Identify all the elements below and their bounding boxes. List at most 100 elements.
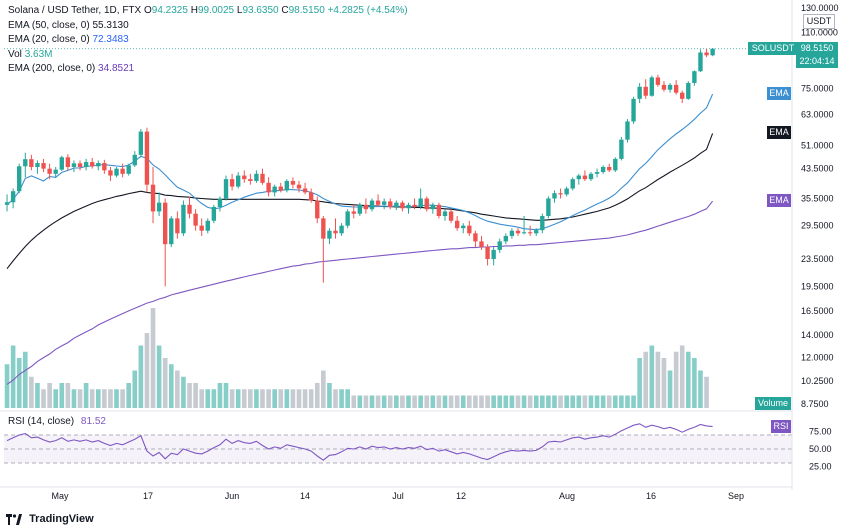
rsi-line xyxy=(6,423,713,461)
volume-bar xyxy=(254,389,259,408)
volume-bar xyxy=(95,389,101,408)
high-label: H xyxy=(190,5,198,16)
candle-body xyxy=(582,175,588,180)
candle-body xyxy=(59,157,64,170)
volume-bar xyxy=(558,395,563,408)
candle-body xyxy=(704,52,709,56)
time-tick-label: 17 xyxy=(143,491,153,501)
volume-bar xyxy=(387,395,393,408)
candle-body xyxy=(302,188,308,193)
price-tick-label: 10.2500 xyxy=(801,376,834,386)
volume-bar xyxy=(156,345,162,408)
volume-bar xyxy=(400,395,405,408)
vol-label: Vol xyxy=(8,48,22,60)
candle-body xyxy=(47,168,52,174)
volume-bar xyxy=(619,395,624,408)
volume-bars xyxy=(4,308,709,408)
volume-bar xyxy=(22,351,28,408)
legend-ema20-row: EMA (20, close, 0) 72.3483 xyxy=(8,33,408,48)
ema20-value: 72.3483 xyxy=(92,34,129,45)
candle-body xyxy=(163,202,168,245)
volume-bar xyxy=(120,389,125,408)
ema200-line xyxy=(6,200,714,385)
volume-bar xyxy=(406,395,411,408)
candle-body xyxy=(254,173,259,181)
axes: 130.0000 110.0000 75.0000 63.0000 51.0000 43.… xyxy=(0,0,839,501)
legend-ema200-row: EMA (200, close, 0) 34.8521 xyxy=(8,62,408,77)
currency-button[interactable]: USDT xyxy=(803,14,835,29)
volume-bar xyxy=(260,389,265,408)
candle-body xyxy=(473,233,478,242)
candle-body xyxy=(503,235,509,242)
volume-bar xyxy=(150,308,156,408)
volume-bar xyxy=(594,395,600,408)
candle-body xyxy=(229,179,235,187)
volume-bar xyxy=(83,383,89,408)
price-tick-label: 63.0000 xyxy=(801,109,834,119)
ema-lines xyxy=(6,93,714,385)
candle-body xyxy=(169,218,174,245)
candle-body xyxy=(187,204,192,214)
volume-bar xyxy=(631,395,636,408)
volume-bar xyxy=(266,389,271,408)
candle-body xyxy=(53,169,58,174)
candle-body xyxy=(692,71,697,83)
rsi-legend: RSI (14, close) 81.52 xyxy=(8,416,106,427)
candle-body xyxy=(436,204,442,217)
open-label: O xyxy=(144,5,152,16)
close-value: 98.5150 xyxy=(288,5,325,16)
low-label: L xyxy=(236,5,243,16)
candle-body xyxy=(4,202,10,205)
volume-bar xyxy=(661,358,667,408)
candle-body xyxy=(333,230,338,234)
volume-bar xyxy=(448,395,454,408)
candle-body xyxy=(631,98,636,122)
volume-bar xyxy=(503,395,509,408)
candle-body xyxy=(686,82,691,99)
candle-body xyxy=(430,204,436,210)
volume-bar xyxy=(296,389,302,408)
candle-body xyxy=(564,188,569,195)
candle-body xyxy=(485,247,490,260)
volume-bar xyxy=(211,389,217,408)
price-tick-label: 35.5000 xyxy=(801,193,834,203)
ema50-value: 55.3130 xyxy=(92,19,129,31)
candle-body xyxy=(479,241,484,248)
brand-footer[interactable]: TradingView xyxy=(6,513,94,525)
rsi-label: RSI (14, close) xyxy=(8,416,75,427)
candle-body xyxy=(150,184,156,212)
candle-body xyxy=(345,211,350,226)
price-tick-label: 51.0000 xyxy=(801,140,834,150)
volume-bar xyxy=(314,383,320,408)
low-value: 93.6350 xyxy=(242,5,279,16)
candle-body xyxy=(497,241,502,250)
candle-body xyxy=(546,198,551,217)
candle-body xyxy=(23,159,28,167)
volume-bar xyxy=(600,395,606,408)
candles xyxy=(4,47,715,287)
ema50-label: EMA (50, close, 0) xyxy=(8,19,90,31)
volume-bar xyxy=(302,389,308,408)
rsi-tick-label: 75.00 xyxy=(809,427,832,437)
volume-bar xyxy=(363,395,369,408)
candle-body xyxy=(613,158,618,171)
volume-bar xyxy=(430,395,436,408)
volume-bar xyxy=(625,395,630,408)
volume-bar xyxy=(655,351,661,408)
price-tick-label: 16.5000 xyxy=(801,306,834,316)
volume-bar xyxy=(65,383,71,408)
volume-bar xyxy=(278,389,284,408)
rsi-tick-label: 50.00 xyxy=(809,444,832,454)
volume-bar xyxy=(588,395,594,408)
volume-bar xyxy=(521,395,527,408)
time-tick-label: 14 xyxy=(300,491,310,501)
candle-body xyxy=(461,225,466,229)
volume-bar xyxy=(333,389,338,408)
volume-bar xyxy=(649,345,655,408)
volume-bar xyxy=(643,351,649,408)
volume-bar xyxy=(205,389,211,408)
legend-symbol-row: Solana / USD Tether, 1D, FTX O94.2325 H9… xyxy=(8,4,408,19)
price-tick-label: 12.0000 xyxy=(801,353,834,363)
volume-bar xyxy=(339,389,344,408)
